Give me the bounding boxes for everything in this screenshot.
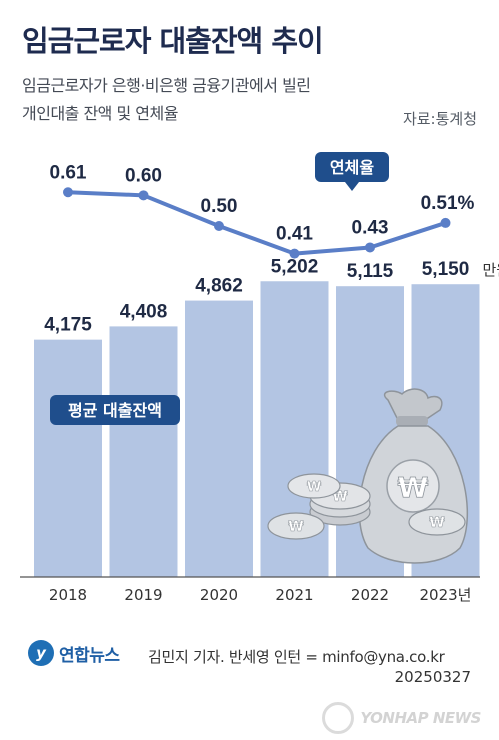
bar-value-label: 4,408 <box>120 301 168 322</box>
rate-value-label: 0.50 <box>201 196 238 217</box>
legend-badge-rate: 연체율 <box>315 152 389 191</box>
svg-text:₩: ₩ <box>307 480 322 495</box>
legend-balance-label: 평균 대출잔액 <box>68 401 162 420</box>
page-title: 임금근로자 대출잔액 추이 <box>22 24 324 58</box>
rate-point <box>138 190 149 201</box>
legend-rate-label: 연체율 <box>330 158 374 177</box>
legend-badge-balance: 평균 대출잔액 <box>50 395 180 425</box>
logo-text: 연합뉴스 <box>59 645 120 666</box>
source-label: 자료:통계청 <box>402 110 477 128</box>
svg-text:₩: ₩ <box>429 515 445 531</box>
labels-layer: 4,175 2018 4,408 2019 4,862 2020 5,202 2021 5,11… <box>44 162 499 604</box>
bar-value-label: 5,202 <box>271 256 319 277</box>
x-tick-label: 2022 <box>351 586 389 604</box>
x-tick-label: 2019 <box>124 586 162 604</box>
bar-value-label: 5,150 <box>422 259 470 280</box>
rate-value-label: 0.60 <box>125 165 162 186</box>
subtitle-line-2: 개인대출 잔액 및 연체율 <box>22 104 178 123</box>
rate-value-label: 0.51% <box>421 193 475 214</box>
bar-2019 <box>109 326 178 577</box>
bar-value-label: 4,175 <box>44 315 92 336</box>
bar-2018 <box>34 339 102 577</box>
rate-point <box>214 221 224 231</box>
yonhap-logo-icon: y <box>28 640 54 666</box>
subtitle-line-1: 임금근로자가 은행·비은행 금융기관에서 빌린 <box>22 76 311 95</box>
svg-text:₩: ₩ <box>288 519 304 535</box>
line-layer <box>63 187 451 259</box>
x-tick-label: 2021 <box>275 586 313 604</box>
x-tick-label: 2018 <box>49 586 87 604</box>
credit-line: 김민지 기자. 반세영 인턴 = minfo@yna.co.kr <box>148 648 445 666</box>
watermark-text: YONHAP NEWS <box>360 709 481 727</box>
bar-value-label: 4,862 <box>195 276 243 297</box>
rate-value-label: 0.61 <box>50 162 87 183</box>
rate-point <box>63 187 73 198</box>
bar-unit-label: 만원 <box>483 261 499 279</box>
rate-point <box>289 248 300 259</box>
x-tick-label: 2023년 <box>420 586 472 604</box>
bar-value-label: 5,115 <box>347 261 394 282</box>
money-bag-and-won-coins-icon: ₩ ₩ ₩ ₩ ₩ <box>267 388 469 564</box>
svg-text:₩: ₩ <box>332 489 348 505</box>
rate-value-label: 0.41 <box>276 224 313 245</box>
date-code: 20250327 <box>394 668 471 686</box>
watermark-icon <box>322 702 355 734</box>
rate-line <box>67 190 447 256</box>
x-tick-label: 2020 <box>200 586 238 604</box>
svg-text:₩: ₩ <box>398 471 429 504</box>
yonhap-logo: y 연합뉴스 <box>28 640 120 666</box>
rate-point <box>440 217 451 228</box>
bar-2020 <box>185 300 253 577</box>
rate-point <box>365 242 375 253</box>
rate-value-label: 0.43 <box>352 217 389 238</box>
watermark: YONHAP NEWS <box>322 702 481 734</box>
